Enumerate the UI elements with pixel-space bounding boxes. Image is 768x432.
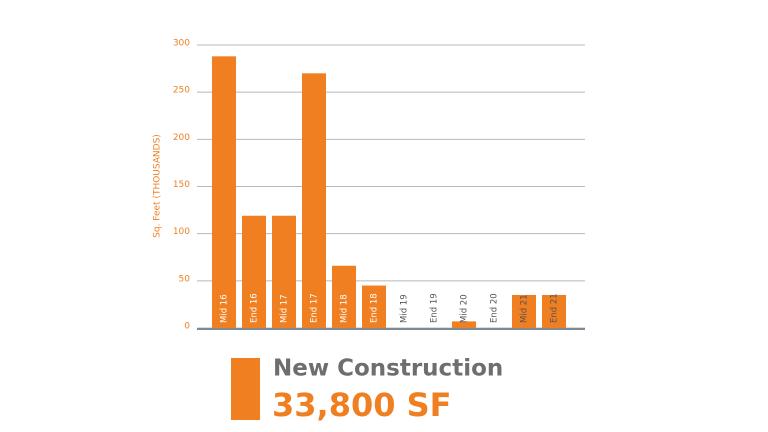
x-tick-label: End 20 [490, 293, 500, 323]
y-tick-label: 100 [173, 227, 190, 237]
x-tick-label: Mid 19 [400, 294, 410, 323]
x-tick-label: End 21 [550, 293, 560, 323]
y-tick-label: 50 [179, 274, 191, 284]
y-tick-label: 250 [173, 86, 190, 96]
legend-swatch [231, 358, 260, 420]
x-tick-label: Mid 21 [520, 294, 530, 323]
x-tick-label: Mid 20 [460, 294, 470, 323]
bar [542, 294, 566, 328]
x-tick-label: Mid 17 [280, 294, 290, 323]
x-tick-label: Mid 16 [220, 294, 230, 323]
bar [302, 73, 326, 328]
y-tick-label: 0 [184, 322, 190, 332]
x-tick-label: End 18 [370, 293, 380, 323]
annotation: 33,800 SF [272, 386, 452, 424]
bar [212, 56, 236, 328]
x-tick-label: End 16 [250, 293, 260, 323]
bar [272, 215, 296, 328]
y-tick-label: 200 [173, 133, 190, 143]
bar [452, 321, 476, 328]
bar [512, 294, 536, 328]
x-tick-label: Mid 18 [340, 294, 350, 323]
y-tick-label: 300 [173, 39, 190, 49]
y-axis-label: Sq. Feet (THOUSANDS) [153, 134, 163, 238]
legend-label: New Construction [273, 356, 503, 382]
bar [362, 285, 386, 328]
x-tick-label: End 17 [310, 293, 320, 323]
bar [242, 215, 266, 328]
y-tick-label: 150 [173, 180, 190, 190]
x-tick-label: End 19 [430, 293, 440, 323]
bar [332, 265, 356, 328]
